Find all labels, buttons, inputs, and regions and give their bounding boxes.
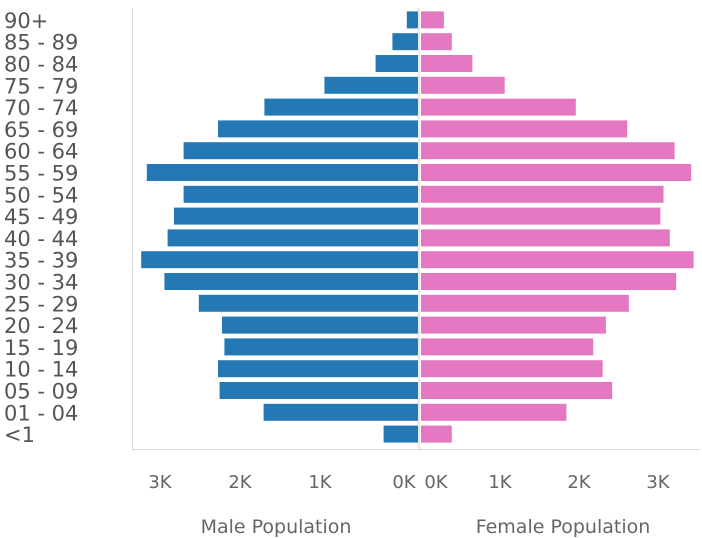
female-bar xyxy=(421,425,452,443)
male-bar xyxy=(375,55,418,72)
female-tick-label: 2K xyxy=(567,472,591,493)
male-bar xyxy=(141,251,418,269)
female-axis-title: Female Population xyxy=(476,516,651,538)
male-bar xyxy=(324,76,418,94)
female-bar xyxy=(421,98,576,116)
male-bar xyxy=(219,382,418,399)
male-bar xyxy=(383,425,418,443)
male-bar xyxy=(264,98,418,116)
male-bar xyxy=(183,185,418,203)
female-bar xyxy=(421,273,677,290)
age-label: 25 - 29 xyxy=(4,292,78,316)
age-label: 20 - 24 xyxy=(4,314,78,338)
male-bar xyxy=(222,316,418,334)
age-label: 35 - 39 xyxy=(4,249,78,273)
male-bar xyxy=(183,142,418,160)
female-tick-label: 3K xyxy=(646,472,670,493)
age-label: 01 - 04 xyxy=(4,401,78,425)
male-bar xyxy=(167,229,418,247)
female-tick-label: 1K xyxy=(488,472,512,493)
age-label: 75 - 79 xyxy=(4,74,78,98)
female-bar xyxy=(421,142,675,160)
female-bar xyxy=(421,360,603,378)
female-bar xyxy=(421,76,505,94)
male-bar xyxy=(164,273,418,290)
age-label: <1 xyxy=(4,423,35,447)
age-label: 45 - 49 xyxy=(4,205,78,229)
male-tick-label: 0K xyxy=(392,472,416,493)
age-label: 90+ xyxy=(4,9,48,33)
male-bar xyxy=(392,33,418,51)
age-label: 05 - 09 xyxy=(4,380,78,404)
age-label: 55 - 59 xyxy=(4,162,78,186)
age-label: 65 - 69 xyxy=(4,118,78,142)
age-label: 50 - 54 xyxy=(4,183,78,207)
female-bars xyxy=(421,11,694,443)
female-bar xyxy=(421,316,606,334)
age-label: 70 - 74 xyxy=(4,96,78,120)
male-bar xyxy=(218,120,418,138)
female-bar xyxy=(421,164,692,181)
age-label: 60 - 64 xyxy=(4,140,78,164)
male-tick-label: 2K xyxy=(228,472,252,493)
age-label: 30 - 34 xyxy=(4,271,78,295)
female-bar xyxy=(421,33,452,51)
male-bar xyxy=(218,360,418,378)
male-bar xyxy=(224,338,418,356)
male-bar xyxy=(263,403,418,421)
female-axis-ticks: 0K 1K 2K 3K xyxy=(424,472,670,493)
male-bar xyxy=(198,294,418,312)
age-label: 10 - 14 xyxy=(4,358,78,382)
male-bars xyxy=(141,11,419,443)
female-bar xyxy=(421,251,694,269)
female-bar xyxy=(421,294,629,312)
male-bar xyxy=(174,207,418,225)
female-bar xyxy=(421,338,594,356)
male-axis-title: Male Population xyxy=(201,516,352,538)
female-bar xyxy=(421,11,444,29)
female-bar xyxy=(421,382,613,399)
female-bar xyxy=(421,185,664,203)
age-label: 80 - 84 xyxy=(4,53,78,77)
female-bar xyxy=(421,120,628,138)
female-tick-label: 0K xyxy=(424,472,448,493)
female-bar xyxy=(421,403,567,421)
male-axis-ticks: 3K 2K 1K 0K xyxy=(148,472,416,493)
male-tick-label: 3K xyxy=(148,472,172,493)
male-tick-label: 1K xyxy=(308,472,332,493)
age-label: 40 - 44 xyxy=(4,227,78,251)
female-bar xyxy=(421,207,661,225)
age-label: 85 - 89 xyxy=(4,31,78,55)
male-bar xyxy=(146,164,419,181)
age-label: 15 - 19 xyxy=(4,336,78,360)
female-bar xyxy=(421,229,670,247)
male-bar xyxy=(406,11,418,29)
female-bar xyxy=(421,55,473,72)
